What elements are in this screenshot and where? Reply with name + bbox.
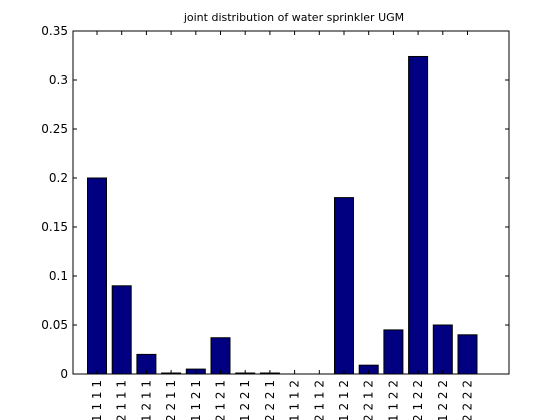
bar [457, 334, 478, 375]
y-tick-label: 0.3 [49, 73, 68, 87]
y-tick-label: 0.35 [41, 24, 68, 38]
x-tick-label: 1 2 1 2 [337, 380, 351, 420]
x-tick-label: 2 1 1 1 [115, 380, 129, 420]
bar [432, 324, 453, 375]
x-tick-label: 1 1 2 1 [189, 380, 203, 420]
x-tick-label: 2 1 1 2 [312, 380, 326, 420]
bar [334, 197, 354, 375]
x-tick-label: 2 2 1 2 [362, 380, 376, 420]
x-tick-label: 2 2 1 1 [164, 380, 178, 420]
bar [111, 285, 132, 375]
bar [210, 337, 231, 375]
x-tick-label: 1 1 2 2 [386, 380, 400, 420]
y-tick-label: 0.1 [49, 269, 68, 283]
y-axis: 0 0.05 0.1 0.15 0.2 0.25 0.3 0.35 [41, 24, 509, 381]
y-tick-label: 0.2 [49, 171, 68, 185]
y-tick-label: 0.25 [41, 122, 68, 136]
x-tick-label: 2 2 2 1 [263, 380, 277, 420]
x-tick-label: 1 2 2 1 [238, 380, 252, 420]
x-tick-label: 2 1 2 2 [411, 380, 425, 420]
bars [87, 55, 478, 375]
x-tick-label: 2 1 2 1 [214, 380, 228, 420]
y-tick-label: 0 [60, 367, 68, 381]
plot-area [72, 30, 510, 375]
x-axis: 1 1 1 1 2 1 1 1 1 2 1 1 2 2 1 1 1 1 2 1 2 1 2… [90, 31, 475, 420]
x-tick-label: 1 1 1 2 [288, 380, 302, 420]
bar [383, 329, 404, 375]
bar [87, 177, 107, 375]
chart-title: joint distribution of water sprinkler UG… [183, 11, 404, 24]
x-tick-label: 2 2 2 2 [461, 380, 475, 420]
y-tick-label: 0.15 [41, 220, 68, 234]
x-tick-label: 1 2 2 2 [436, 380, 450, 420]
y-tick-label: 0.05 [41, 318, 68, 332]
bar [408, 55, 429, 375]
x-tick-label: 1 1 1 1 [90, 380, 104, 420]
x-tick-label: 1 2 1 1 [139, 380, 153, 420]
